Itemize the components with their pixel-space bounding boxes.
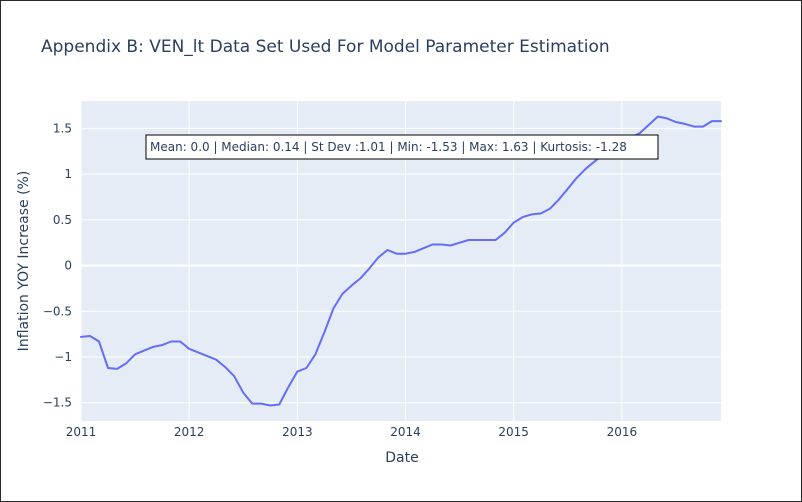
y-axis-title: Inflation YOY Increase (%) (16, 171, 32, 352)
x-axis-title: Date (385, 450, 418, 466)
stats-annotation-box (145, 134, 659, 160)
y-tick-label: 1.5 (53, 121, 72, 135)
y-tick-label: −0.5 (43, 304, 72, 318)
y-tick-label: 0 (64, 259, 72, 273)
stats-annotation: Mean: 0.0 | Median: 0.14 | St Dev :1.01 … (145, 134, 659, 160)
x-tick-label: 2013 (282, 425, 313, 439)
x-tick-label: 2014 (390, 425, 421, 439)
tick-labels: 1.5 1 0.5 0 −0.5 −1 −1.5 2011 2012 2013 2014 2015 20… (43, 121, 637, 439)
chart-title: Appendix B: VEN_lt Data Set Used For Mod… (41, 37, 610, 57)
stats-annotation-text: Mean: 0.0 | Median: 0.14 | St Dev :1.01 … (150, 140, 627, 154)
y-tick-label: 0.5 (53, 213, 72, 227)
x-tick-label: 2016 (607, 425, 638, 439)
y-tick-label: −1.5 (43, 396, 72, 410)
x-tick-label: 2015 (498, 425, 529, 439)
y-tick-label: 1 (64, 167, 72, 181)
x-tick-label: 2012 (174, 425, 205, 439)
y-tick-label: −1 (54, 350, 72, 364)
x-tick-label: 2011 (66, 425, 97, 439)
